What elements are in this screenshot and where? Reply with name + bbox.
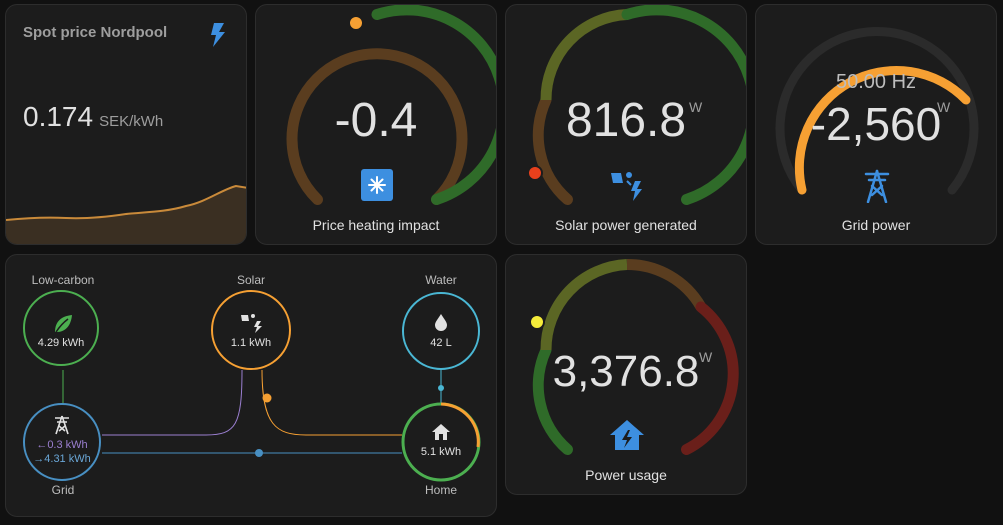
water-label: Water — [425, 273, 457, 287]
home-value: 5.1 kWh — [420, 446, 462, 458]
spot-price-unit: SEK/kWh — [99, 113, 164, 130]
home-lightning-icon — [610, 420, 644, 450]
solar-gauge — [527, 5, 746, 205]
solar-node[interactable] — [211, 290, 291, 370]
grid-gauge — [775, 26, 979, 195]
lowcarbon-value: 4.29 kWh — [37, 337, 85, 349]
power-usage-card[interactable]: 3,376.8 W Power usage — [505, 254, 747, 495]
solar-unit: W — [689, 99, 703, 115]
solar-power-icon — [611, 172, 642, 201]
leaf-icon — [55, 315, 72, 333]
water-value: 42 L — [430, 337, 452, 349]
lowcarbon-label: Low-carbon — [31, 273, 95, 287]
energy-distribution-card[interactable]: Low-carbon 4.29 kWh Solar 1.1 kWh Water … — [5, 254, 497, 517]
solar-flow-dot — [262, 393, 272, 403]
home-node[interactable] — [402, 403, 480, 481]
usage-value: 3,376.8 — [552, 347, 700, 396]
gauge-label: Solar power generated — [555, 217, 697, 233]
gauge-label: Power usage — [585, 467, 667, 483]
grid-node[interactable] — [23, 403, 101, 481]
home-node-ring — [401, 402, 481, 482]
solar-power-card[interactable]: 816.8 W Solar power generated — [505, 4, 747, 245]
price-heating-impact-card[interactable]: -0.4 Price heating impact — [255, 4, 497, 245]
water-drop-icon — [435, 314, 447, 331]
lightning-bolt-icon — [211, 23, 225, 47]
usage-gauge — [529, 258, 739, 455]
grid-import-value: ←0.3 kWh — [36, 439, 88, 451]
grid-unit: W — [937, 99, 951, 115]
spot-price-card[interactable]: Spot price Nordpool 0.174 SEK/kWh — [5, 4, 247, 245]
lowcarbon-node[interactable] — [23, 290, 99, 366]
solar-value: 816.8 — [565, 94, 687, 147]
heating-value: -0.4 — [334, 94, 418, 147]
gauge-label: Price heating impact — [312, 217, 440, 233]
gauge-marker — [529, 314, 545, 330]
transmission-tower-icon — [864, 169, 890, 203]
grid-flow-dot — [255, 449, 263, 457]
grid-export-value: →4.31 kWh — [33, 453, 91, 465]
heating-gauge — [286, 5, 496, 205]
gauge-marker — [348, 15, 364, 31]
water-node[interactable] — [402, 292, 480, 370]
solar-flow-value: 1.1 kWh — [230, 337, 272, 349]
transmission-tower-icon — [55, 415, 69, 435]
flow-lines — [62, 369, 444, 457]
price-sparkline — [6, 184, 246, 244]
home-label: Home — [424, 483, 457, 497]
grid-label: Grid — [51, 483, 75, 497]
home-icon — [432, 424, 450, 440]
card-title: Spot price Nordpool — [23, 24, 168, 41]
snowflake-icon — [361, 169, 393, 201]
spot-price-value: 0.174 SEK/kWh — [23, 101, 164, 132]
gauge-label: Grid power — [841, 217, 911, 233]
solar-label: Solar — [236, 273, 265, 287]
solar-power-icon — [241, 314, 262, 333]
grid-value: -2,560 — [810, 98, 942, 150]
usage-unit: W — [699, 349, 713, 365]
grid-frequency: 50.00 Hz — [835, 71, 917, 93]
gauge-marker — [527, 165, 543, 181]
water-flow-dot — [438, 385, 444, 391]
grid-power-card[interactable]: 50.00 Hz -2,560 W Grid power — [755, 4, 997, 245]
